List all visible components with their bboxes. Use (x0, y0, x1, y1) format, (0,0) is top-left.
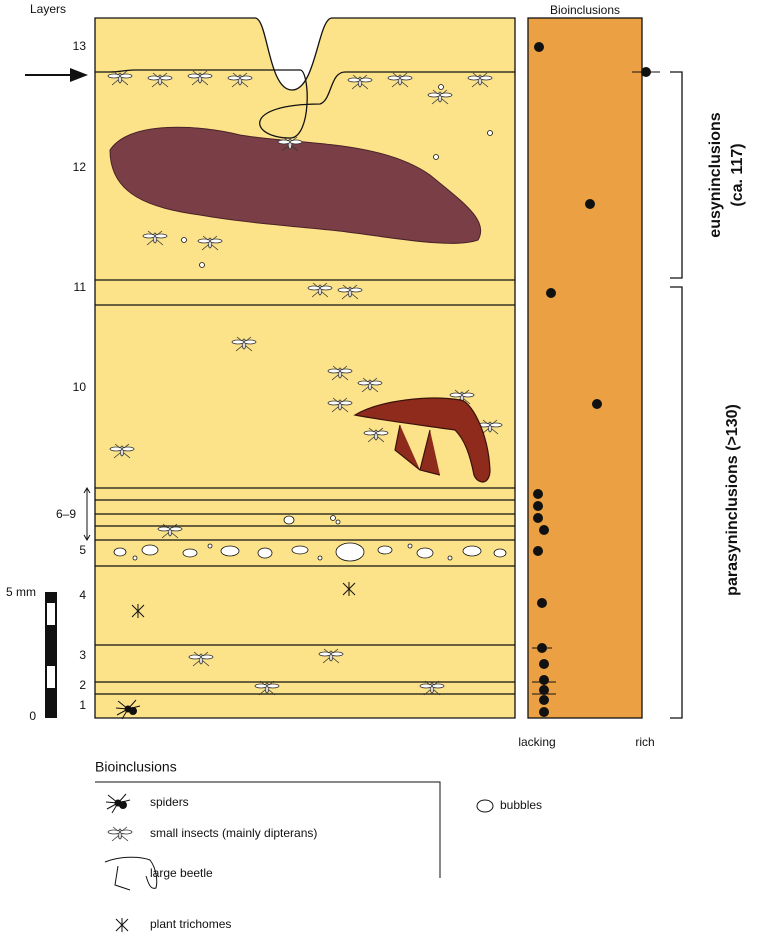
shape (533, 489, 543, 499)
scale-label: 5 mm (6, 585, 36, 599)
shape (539, 707, 549, 717)
shape (335, 519, 341, 525)
shape (433, 154, 439, 160)
legend-item: small insects (mainly dipterans) (150, 826, 317, 840)
legend-title: Bioinclusions (95, 759, 177, 775)
shape (317, 555, 323, 561)
boundaries (95, 279, 515, 695)
shape (220, 545, 240, 557)
bracket-label: parasyninclusions (>130) (724, 404, 741, 596)
layers-title: Layers (30, 2, 66, 16)
shape (330, 515, 336, 521)
shape (95, 279, 515, 695)
shape (283, 515, 295, 525)
range-arrow (83, 487, 91, 541)
scale-segment (47, 603, 55, 625)
shape (539, 525, 549, 535)
beetle (353, 397, 491, 483)
bracket-label: (ca. 117) (729, 143, 746, 206)
legend-bubble (476, 799, 494, 813)
legend-item: plant trichomes (150, 917, 231, 931)
layer-label: 10 (73, 380, 87, 394)
shape (462, 545, 482, 557)
legend-item: bubbles (500, 798, 542, 812)
brackets (670, 71, 683, 719)
legend-item: spiders (150, 795, 189, 809)
layer-label: 6–9 (56, 507, 76, 521)
shape (182, 548, 198, 558)
arrow-head (70, 68, 88, 82)
shape (447, 555, 453, 561)
shape (181, 237, 187, 243)
layer-labels: 13 12 11 10 6–9 5 4 3 2 1 (56, 39, 86, 712)
shape (438, 84, 444, 90)
layer-label: 4 (79, 588, 86, 602)
scale-segment (47, 666, 55, 688)
shape (585, 199, 595, 209)
shape (105, 793, 131, 814)
axis-low: lacking (518, 735, 555, 749)
abundance-column (527, 17, 643, 719)
shape (257, 547, 273, 559)
legend-beetle (104, 856, 158, 891)
shape (539, 675, 549, 685)
shape (539, 695, 549, 705)
layer-label: 3 (79, 648, 86, 662)
shape (107, 826, 133, 842)
shape (407, 543, 413, 549)
shape (533, 501, 543, 511)
shape (537, 598, 547, 608)
carcass (109, 126, 481, 244)
shape (291, 545, 309, 555)
column (94, 17, 516, 719)
shape (207, 543, 213, 549)
layer-label: 13 (73, 39, 87, 53)
boundary (95, 69, 515, 139)
shape (592, 399, 602, 409)
dot-ticks (532, 71, 660, 695)
layer-label: 11 (74, 280, 87, 294)
bubble-band (113, 84, 507, 562)
scale-label: 0 (29, 709, 36, 723)
shape (539, 659, 549, 669)
layer-label: 12 (73, 160, 87, 174)
shape (533, 546, 543, 556)
shape (416, 547, 434, 559)
shape (132, 555, 138, 561)
shape (113, 547, 127, 557)
column-title: Bioinclusions (550, 3, 620, 17)
bracket-label: eusyninclusions (707, 112, 724, 237)
shape (487, 130, 493, 136)
shape (335, 542, 365, 562)
shape (199, 262, 205, 268)
shape (493, 548, 507, 558)
shape (534, 42, 544, 52)
legend-frame (95, 781, 441, 878)
shape (533, 513, 543, 523)
axis-high: rich (635, 735, 654, 749)
abundance-dots (533, 42, 651, 717)
shape (115, 917, 129, 933)
layer-label: 5 (79, 543, 86, 557)
layer-label: 2 (79, 678, 86, 692)
legend-item: large beetle (150, 866, 213, 880)
shape (539, 685, 549, 695)
shape (546, 288, 556, 298)
layer-label: 1 (79, 698, 86, 712)
shape (141, 544, 159, 556)
shape (377, 545, 393, 555)
